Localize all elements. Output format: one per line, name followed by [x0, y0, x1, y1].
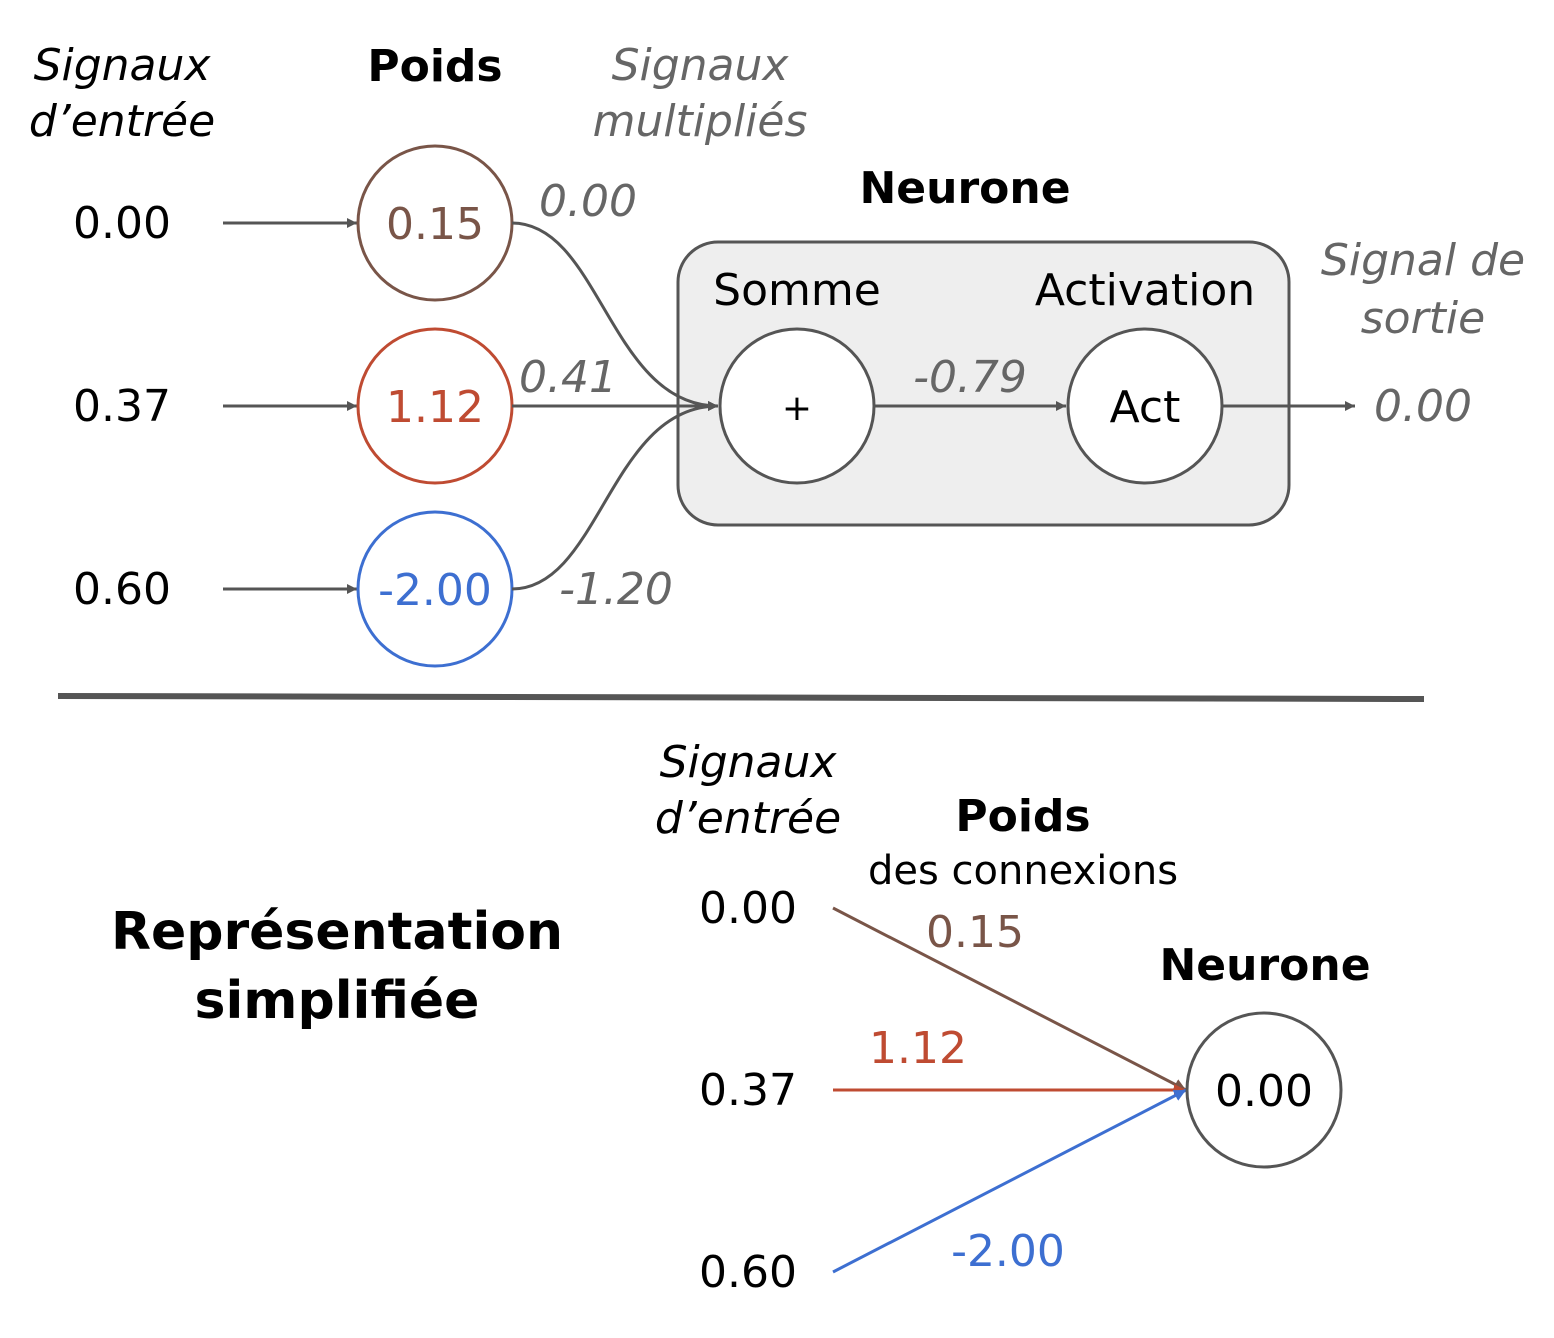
simplified-weight-value-1: 0.15: [926, 907, 1024, 958]
weights-header: Poids: [367, 41, 502, 92]
simplified-inputs-header-line2: d’entrée: [655, 793, 841, 844]
multiplied-header-line2: multipliés: [593, 96, 808, 147]
simplified-title-line1: Représentation: [111, 902, 563, 962]
output-header-line2: sortie: [1361, 293, 1485, 344]
sum-symbol: +: [782, 388, 812, 429]
product-value-1: 0.00: [539, 176, 637, 227]
input-value-3: 0.60: [73, 564, 171, 615]
weight-value-1: 0.15: [386, 199, 484, 250]
simplified-neuron-node: [1185, 1011, 1343, 1169]
simplified-weights-subheader: des connexions: [868, 848, 1178, 894]
simplified-connection-3: [832, 1088, 1187, 1274]
simplified-input-value-3: 0.60: [699, 1247, 797, 1298]
input-value-2: 0.37: [73, 381, 171, 432]
simplified-neuron-title: Neurone: [1159, 940, 1370, 991]
product-value-2: 0.41: [519, 352, 617, 403]
sum-value: -0.79: [913, 352, 1027, 403]
weight-value-3: -2.00: [378, 565, 492, 616]
inputs-header-line1: Signaux: [34, 40, 212, 91]
weight-value-2: 1.12: [386, 382, 484, 433]
output-header-line1: Signal de: [1321, 235, 1525, 286]
neuron-title: Neurone: [859, 163, 1070, 214]
product-wire-1: [511, 221, 719, 411]
simplified-inputs-header-line1: Signaux: [660, 737, 838, 788]
simplified-connection-1: [832, 906, 1187, 1092]
simplified-input-value-1: 0.00: [699, 883, 797, 934]
multiplied-header-line1: Signaux: [612, 40, 790, 91]
activation-label: Activation: [1035, 265, 1255, 316]
simplified-weight-value-2: 1.12: [869, 1023, 967, 1074]
simplified-title-line2: simplifiée: [195, 971, 480, 1031]
simplified-input-value-2: 0.37: [699, 1065, 797, 1116]
product-value-3: -1.20: [559, 564, 673, 615]
simplified-neuron-value: 0.00: [1215, 1066, 1313, 1117]
product-wire-3: [511, 401, 719, 591]
activation-symbol: Act: [1110, 382, 1181, 433]
simplified-weights-header: Poids: [955, 791, 1090, 842]
simplified-weight-value-3: -2.00: [951, 1226, 1065, 1277]
inputs-header-line2: d’entrée: [29, 96, 215, 147]
input-value-1: 0.00: [73, 198, 171, 249]
output-value: 0.00: [1374, 381, 1472, 432]
section-divider: [57, 693, 1425, 702]
sum-label: Somme: [713, 265, 881, 316]
